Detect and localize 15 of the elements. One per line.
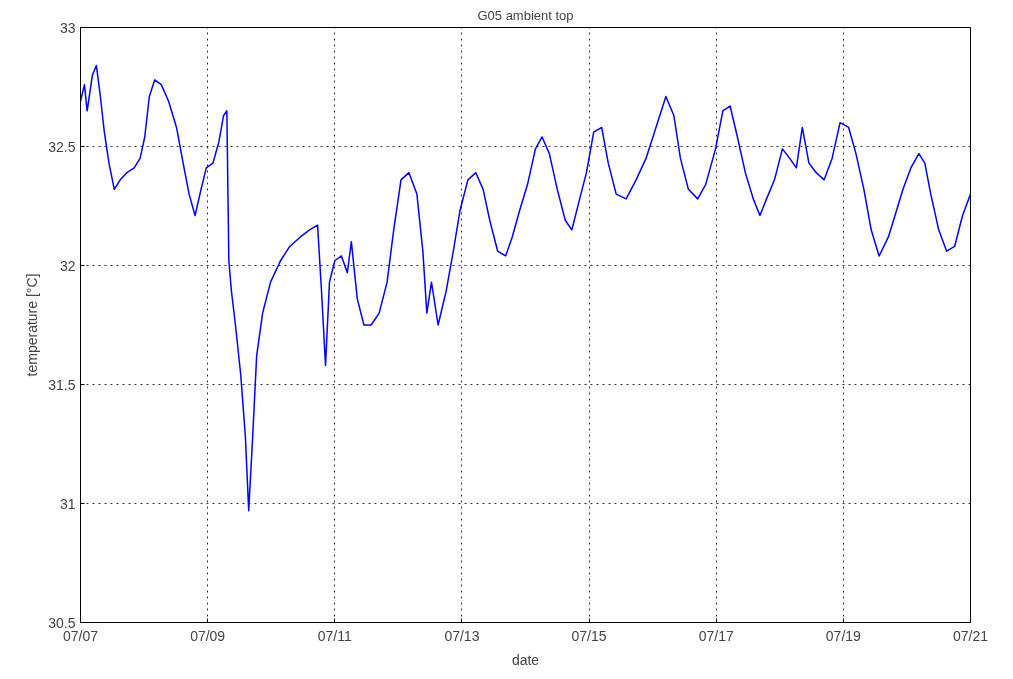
x-axis-title: date bbox=[511, 651, 540, 668]
x-tick-label: 07/11 bbox=[317, 627, 352, 644]
y-tick-label: 31.5 bbox=[48, 376, 76, 393]
x-tick-label: 07/09 bbox=[190, 627, 226, 644]
y-tick-label: 32 bbox=[59, 257, 76, 274]
y-axis-title: temperature [°C] bbox=[24, 273, 41, 377]
x-tick-label: 07/17 bbox=[698, 627, 734, 644]
x-tick-label: 07/21 bbox=[952, 627, 989, 644]
x-tick-label: 07/19 bbox=[825, 627, 862, 644]
chart-title: G05 ambient top bbox=[477, 7, 574, 23]
x-tick-label: 07/15 bbox=[571, 627, 607, 644]
y-tick-label: 31 bbox=[59, 495, 76, 512]
y-tick-label: 33 bbox=[59, 19, 76, 36]
x-tick-label: 07/13 bbox=[444, 627, 480, 644]
y-tick-label: 32.5 bbox=[48, 138, 76, 155]
